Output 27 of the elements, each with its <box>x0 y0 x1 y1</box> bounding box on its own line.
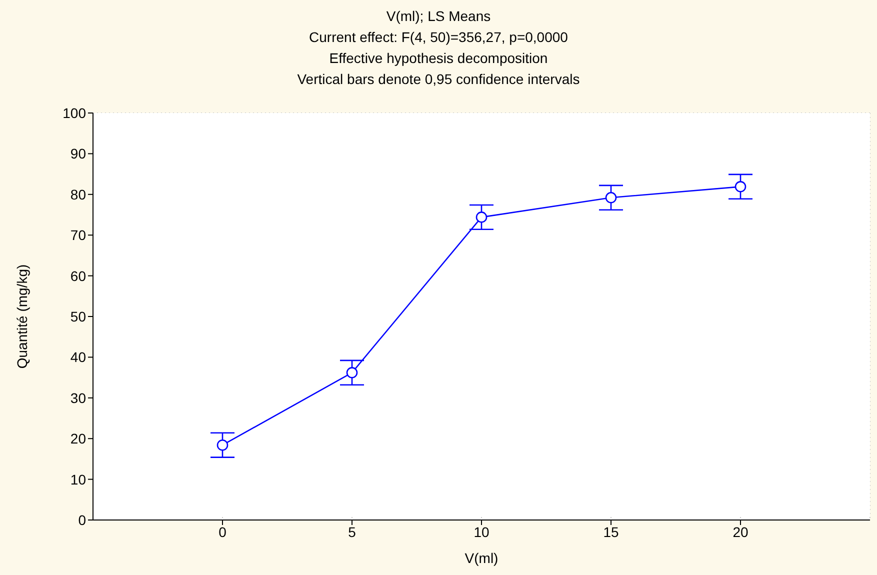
x-tick-label: 10 <box>474 524 490 540</box>
x-tick-label: 5 <box>348 524 356 540</box>
y-tick-label: 10 <box>70 471 86 488</box>
y-tick-label: 90 <box>70 146 86 162</box>
y-tick-label: 100 <box>62 104 86 121</box>
text: Effective hypothesis decomposition <box>328 49 549 68</box>
point <box>346 367 358 378</box>
text: Vertical bars denote 0,95 confidence intervals <box>296 70 581 89</box>
y-tick-label: 20 <box>70 430 86 447</box>
x-axis-title: V(ml) <box>464 550 498 566</box>
chart-title: V(ml); LS Means <box>385 7 492 26</box>
x-tick-label: 20 <box>732 524 748 540</box>
point <box>605 192 617 204</box>
y-tick-label: 80 <box>70 186 86 202</box>
y-axis-title: Quantité (mg/kg) <box>14 264 30 369</box>
x-tick-label: 15 <box>603 524 619 540</box>
y-tick-label: 50 <box>70 308 86 324</box>
y-tick-label: 30 <box>70 390 86 406</box>
y-tick-label: 0 <box>78 512 86 528</box>
y-tick-label: 60 <box>70 268 86 284</box>
y-tick-label: 70 <box>70 227 86 244</box>
x-tick-label: 0 <box>218 524 227 540</box>
point <box>216 439 228 451</box>
point <box>476 212 488 223</box>
y-tick-label: 40 <box>70 349 86 366</box>
chart-subtitle: Current effect: F(4, 50)=356,27, p=0,0000 <box>308 28 569 47</box>
point <box>734 181 746 192</box>
